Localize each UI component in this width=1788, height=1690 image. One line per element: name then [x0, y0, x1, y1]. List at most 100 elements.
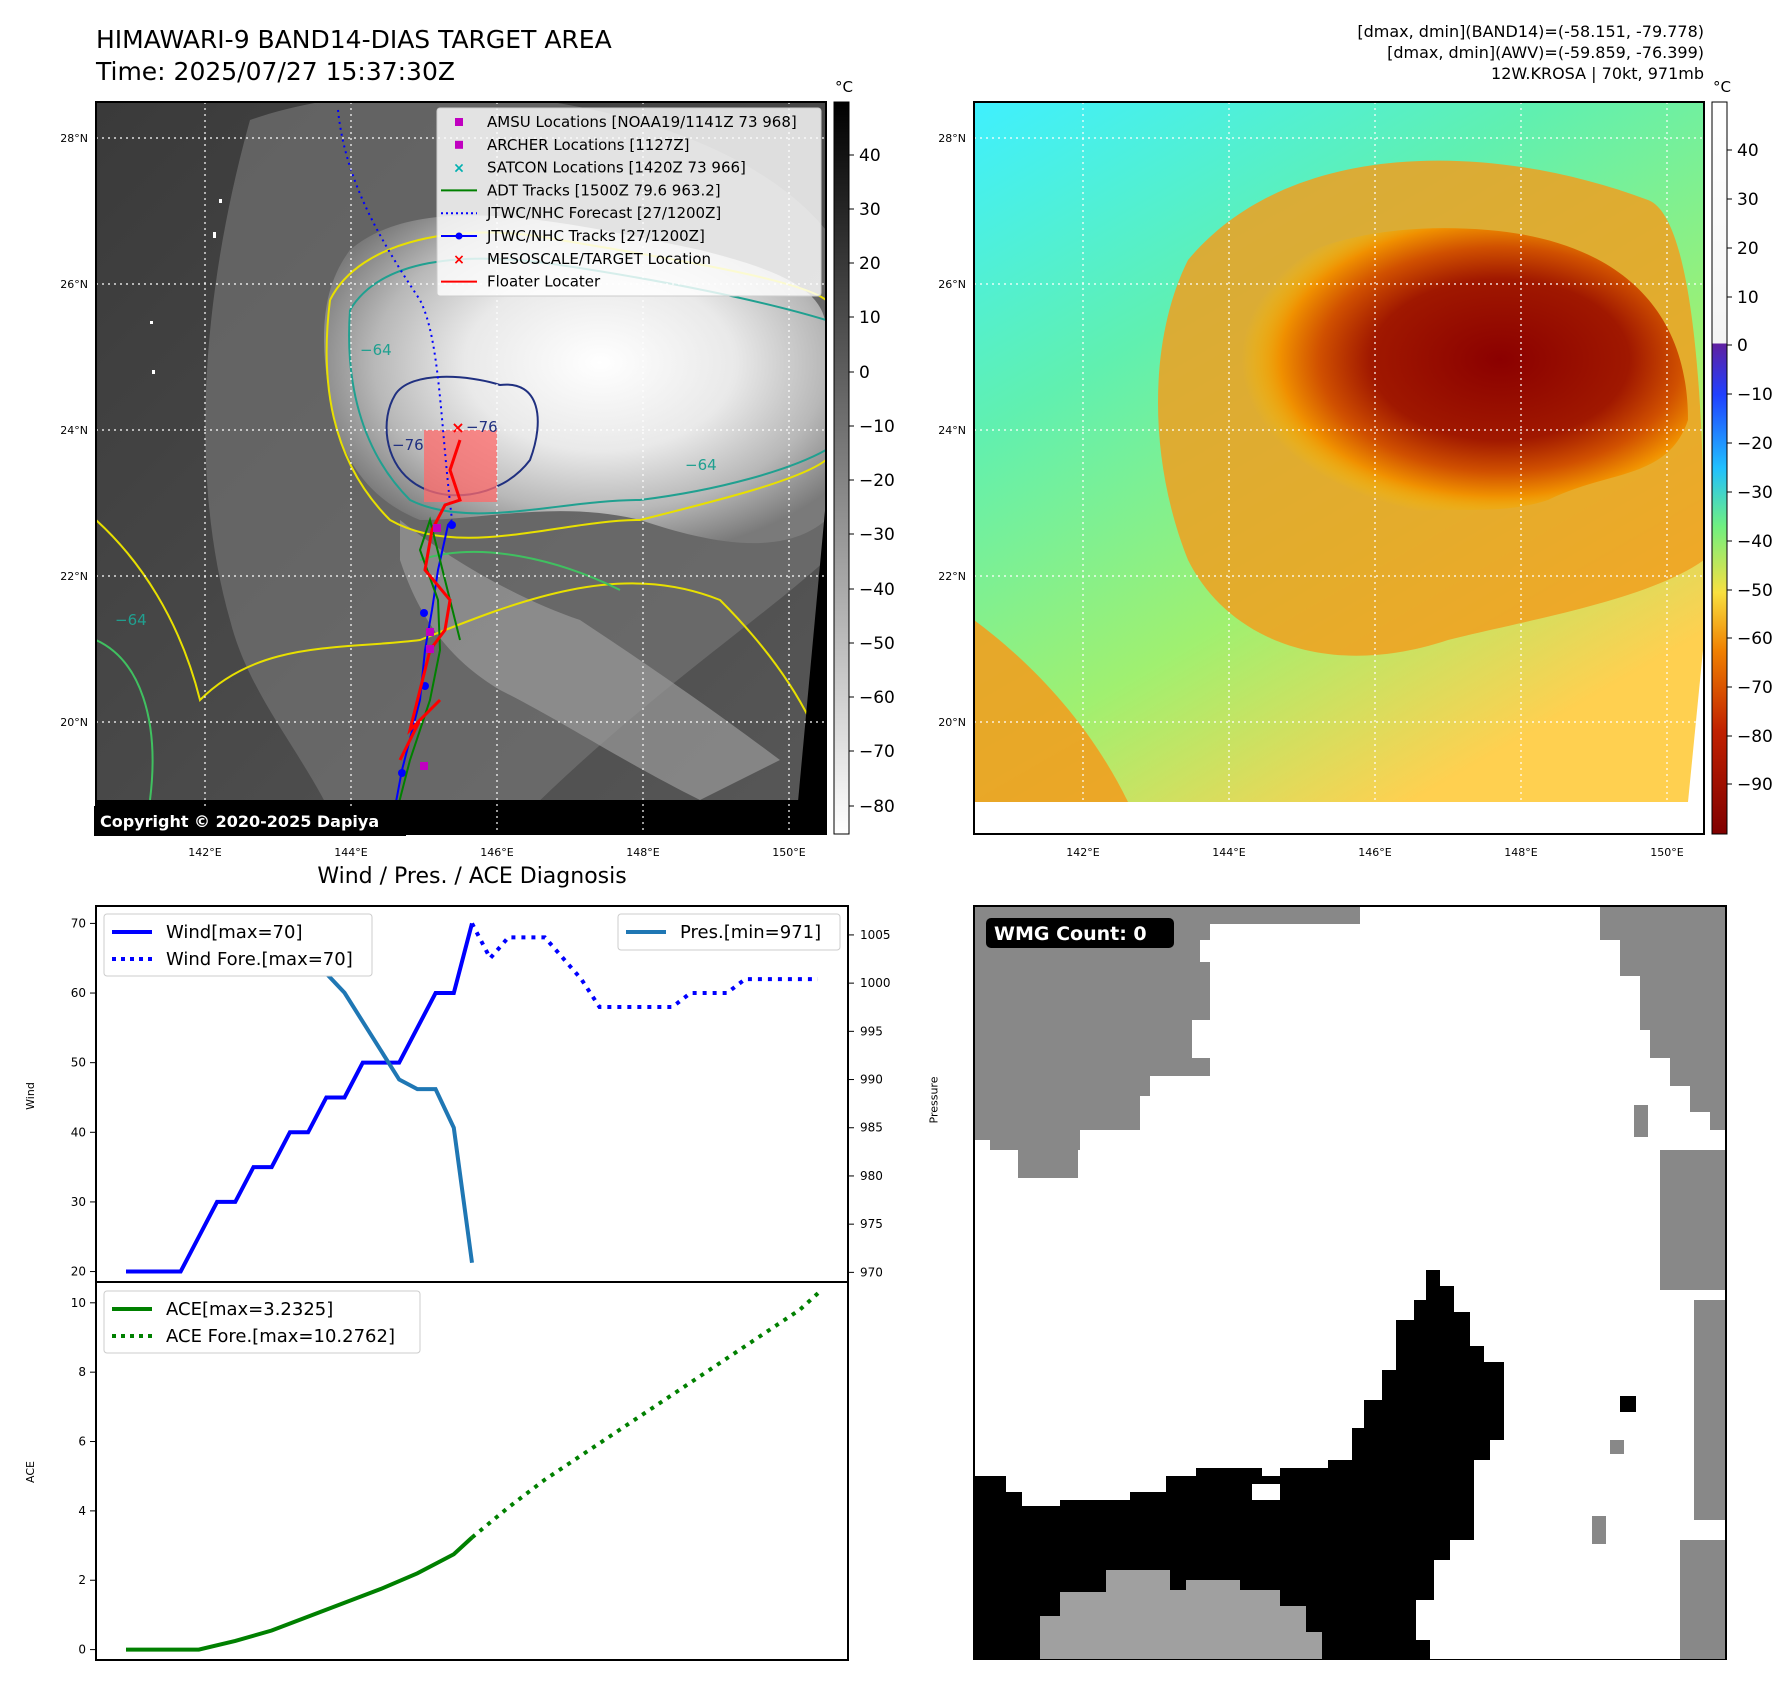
- y-tick-label: 2: [78, 1573, 86, 1587]
- colorbar-tick-label: −30: [1737, 483, 1773, 503]
- storm-info-1: [dmax, dmin](BAND14)=(-58.151, -79.778): [1357, 22, 1704, 41]
- colorbar-tick-label: −20: [859, 471, 895, 491]
- copyright-badge: [94, 806, 406, 836]
- lat-tick-label: 26°N: [938, 278, 966, 291]
- series-line-2-1: [470, 1291, 820, 1540]
- lat-tick-label: 22°N: [938, 570, 966, 583]
- colorbar-tick-label: −30: [859, 525, 895, 545]
- ir-contour-navy: [385, 375, 539, 497]
- wmg-gray-region: [1694, 1300, 1726, 1520]
- lat-tick-label: 28°N: [60, 132, 88, 145]
- contour-label: −64: [685, 456, 717, 474]
- y-tick-label: 50: [71, 1056, 86, 1070]
- colorbar-tick-label: 10: [1737, 288, 1759, 308]
- jtwc-track-point: [398, 769, 406, 777]
- awv-dry-slot-core: [1218, 228, 1688, 520]
- storm-info-2: [dmax, dmin](AWV)=(-59.859, -76.399): [1387, 43, 1704, 62]
- pressure-tick-label: 1005: [860, 928, 891, 942]
- lon-tick-label: 146°E: [1358, 846, 1391, 859]
- lon-tick-label: 148°E: [626, 846, 659, 859]
- legend-entry-label: ADT Tracks [1500Z 79.6 963.2]: [487, 181, 721, 199]
- legend-entry-label: ARCHER Locations [1127Z]: [487, 136, 690, 154]
- target-location-marker: ×: [451, 418, 464, 437]
- lon-tick-label: 142°E: [1066, 846, 1099, 859]
- pressure-axis-title: Pressure: [927, 1076, 941, 1124]
- y-tick-label: 40: [71, 1125, 86, 1139]
- copyright-text: Copyright © 2020-2025 Dapiya: [100, 812, 379, 831]
- lon-tick-label: 142°E: [188, 846, 221, 859]
- awv-colorbar: [1711, 101, 1728, 835]
- island-marker: [152, 370, 155, 374]
- amsu-location-marker: [420, 762, 428, 770]
- colorbar-tick-label: −60: [1737, 629, 1773, 649]
- figure-title-2: Time: 2025/07/27 15:37:30Z: [96, 57, 455, 86]
- lat-tick-label: 26°N: [60, 278, 88, 291]
- legend-ace-fore: ACE Fore.[max=10.2762]: [166, 1326, 395, 1347]
- ir-colorbar: [833, 101, 850, 835]
- ir-contour-yellow-south: [96, 519, 811, 721]
- ir-map-legend: AMSU Locations [NOAA19/1141Z 73 968] ARCH…: [436, 107, 822, 297]
- awv-map-panel: °C 403020100−10−20−30−40−50−60−70−80−90 …: [938, 78, 1773, 859]
- pressure-tick-label: 1000: [860, 976, 891, 990]
- y-tick-label: 6: [78, 1435, 86, 1449]
- colorbar-tick-label: −50: [859, 634, 895, 654]
- wmg-count-text: WMG Count: 0: [994, 923, 1147, 945]
- legend-pressure: Pres.[min=971]: [680, 922, 821, 943]
- island-marker: [219, 199, 222, 203]
- series-line-2-0: [126, 1536, 474, 1652]
- contour-label: −76: [466, 418, 498, 436]
- ir-colorbar-unit: °C: [835, 78, 853, 96]
- ir-map-panel: × −64 −76 −76 −64 −64 AMSU Locations [NO…: [60, 78, 895, 859]
- y-tick-label: 8: [78, 1365, 86, 1379]
- ace-legend: ACE[max=3.2325] ACE Fore.[max=10.2762]: [103, 1290, 421, 1354]
- lon-tick-label: 146°E: [480, 846, 513, 859]
- wmg-gray-region: [1610, 1440, 1624, 1454]
- ir-spiral-band: [400, 520, 780, 800]
- y-tick-label: 10: [71, 1296, 86, 1310]
- wmg-frame: [973, 905, 1727, 1660]
- colorbar-tick-label: 40: [859, 146, 881, 166]
- colorbar-tick-label: −80: [859, 797, 895, 817]
- series-line-0-1: [470, 922, 818, 1009]
- ace-axis-label: ACE: [24, 1461, 37, 1483]
- contour-label: −76: [392, 436, 424, 454]
- wmg-gray-region: [974, 906, 1360, 1160]
- wmg-lightgray-region: [1040, 1570, 1322, 1660]
- legend-entry-label: AMSU Locations [NOAA19/1141Z 73 968]: [487, 113, 797, 131]
- series-line-0-0: [126, 922, 474, 1274]
- colorbar-tick-label: 0: [859, 363, 870, 383]
- pressure-tick-label: 990: [860, 1073, 883, 1087]
- wmg-count-badge: [986, 918, 1174, 948]
- y-tick-label: 60: [71, 986, 86, 1000]
- y-tick-label: 4: [78, 1504, 86, 1518]
- island-marker: [150, 321, 153, 324]
- contour-label: −64: [360, 341, 392, 359]
- wmg-panel: WMG Count: 0: [973, 905, 1727, 1660]
- legend-wind-fore: Wind Fore.[max=70]: [166, 949, 353, 970]
- svg-text:×: ×: [453, 252, 465, 268]
- colorbar-tick-label: 40: [1737, 141, 1759, 161]
- colorbar-tick-label: −20: [1737, 434, 1773, 454]
- adt-track: [391, 516, 461, 831]
- wmg-gray-region: [1634, 1105, 1648, 1137]
- contour-label: −64: [115, 611, 147, 629]
- wmg-gray-region: [1592, 1516, 1606, 1544]
- legend-entry-label: JTWC/NHC Tracks [27/1200Z]: [486, 227, 705, 245]
- colorbar-tick-label: −50: [1737, 581, 1773, 601]
- awv-outflow-band: [974, 620, 1128, 802]
- wmg-gray-region: [1660, 1150, 1726, 1290]
- archer-location-marker: [426, 645, 434, 653]
- colorbar-tick-label: −70: [1737, 678, 1773, 698]
- wmg-black-region: [974, 1270, 1504, 1660]
- colorbar-tick-label: 0: [1737, 336, 1748, 356]
- lat-tick-label: 24°N: [938, 424, 966, 437]
- colorbar-tick-label: −70: [859, 742, 895, 762]
- ir-map-frame: [95, 101, 827, 835]
- colorbar-tick-label: 10: [859, 308, 881, 328]
- legend-entry-label: SATCON Locations [1420Z 73 966]: [487, 159, 746, 177]
- figure-title-1: HIMAWARI-9 BAND14-DIAS TARGET AREA: [96, 25, 612, 54]
- lon-tick-label: 144°E: [1212, 846, 1245, 859]
- pressure-tick-label: 995: [860, 1024, 883, 1038]
- awv-map-frame: [973, 101, 1705, 835]
- legend-wind: Wind[max=70]: [166, 922, 303, 943]
